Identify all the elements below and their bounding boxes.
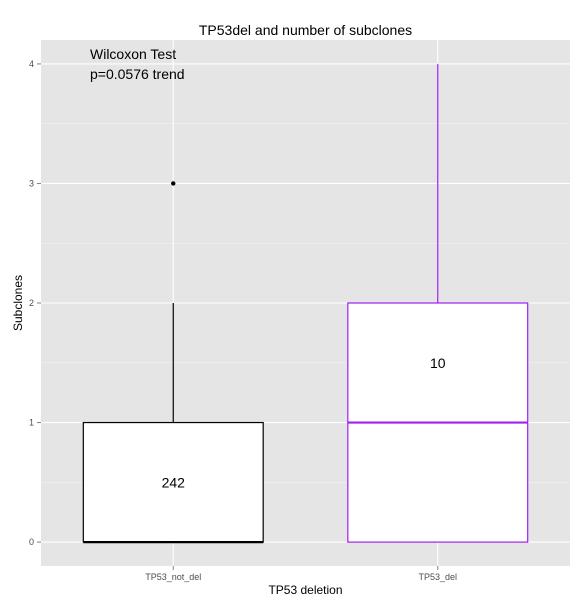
count-label: 242 — [162, 474, 186, 490]
annotation-p-value: p=0.0576 trend — [90, 66, 185, 82]
x-tick-label: TP53_not_del — [145, 572, 201, 582]
count-label: 10 — [430, 355, 446, 371]
y-axis: 0 1 2 3 4 — [29, 59, 41, 547]
annotation-test-name: Wilcoxon Test — [90, 46, 176, 62]
x-tick-label: TP53_del — [418, 572, 457, 582]
y-tick-label: 3 — [29, 178, 34, 188]
x-axis-title: TP53 deletion — [268, 583, 342, 597]
y-tick-label: 0 — [29, 537, 34, 547]
box-body — [82, 421, 264, 543]
chart-title: TP53del and number of subclones — [199, 22, 412, 38]
box-TP53_del: 10 — [347, 63, 529, 543]
outlier-point — [171, 181, 176, 186]
y-axis-title: Subclones — [11, 275, 25, 331]
x-axis: TP53_not_del TP53_del — [145, 566, 457, 582]
box-TP53_not_del: 242 — [82, 181, 264, 544]
y-tick-label: 4 — [29, 59, 34, 69]
boxes: 242 10 — [82, 63, 529, 544]
y-tick-label: 2 — [29, 298, 34, 308]
y-tick-label: 1 — [29, 418, 34, 428]
